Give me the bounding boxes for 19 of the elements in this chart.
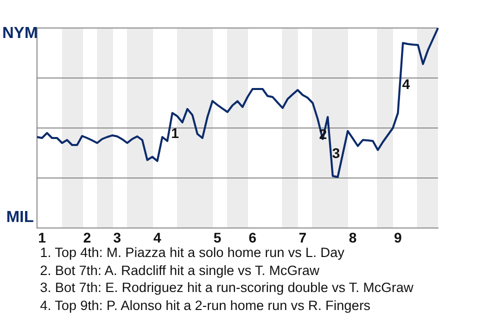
x-tick-label: 1 (38, 229, 46, 246)
annotation: 1 (171, 125, 179, 141)
x-tick-label: 6 (248, 229, 257, 246)
x-tick-label: 9 (394, 229, 402, 246)
text: 1. Top 4th: M. Piazza hit a solo home run vs L. Day (40, 244, 346, 262)
text: 4. Top 9th: P. Alonso hit a 2-run home run vs R. Fingers (40, 296, 372, 314)
x-tick-label: 4 (153, 229, 162, 246)
annotation: 4 (402, 76, 410, 92)
text: 3. Bot 7th: E. Rodriguez hit a run-scoring double vs T. McGraw (40, 279, 414, 296)
text: MIL (6, 209, 34, 226)
text: 2. Bot 7th: A. Radcliff hit a single vs T. McGraw (40, 262, 320, 279)
x-tick-label: 8 (348, 229, 357, 246)
x-tick-label: 3 (113, 229, 122, 246)
x-tick-label: 5 (214, 229, 222, 246)
x-tick-label: 7 (298, 229, 307, 246)
annotation: 3 (332, 145, 340, 161)
annotation: 2 (319, 126, 327, 142)
annotation: NYM (2, 25, 38, 42)
x-tick-label: 2 (83, 229, 92, 246)
